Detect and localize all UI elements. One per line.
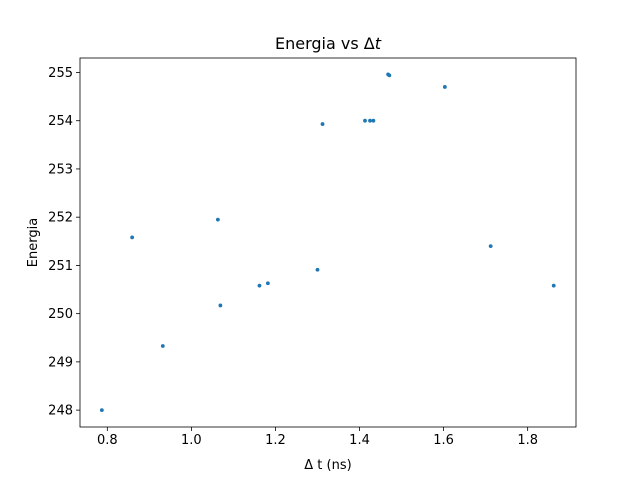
data-point-11 [371, 118, 376, 123]
data-point-0 [99, 408, 104, 413]
y-tick-label-1: 249 [48, 355, 73, 370]
x-tick-label-0: 0.8 [97, 433, 118, 448]
y-tick-label-3: 251 [48, 259, 73, 274]
data-point-10 [368, 118, 372, 123]
data-point-13 [387, 73, 392, 78]
x-tick-label-3: 1.4 [349, 433, 370, 448]
y-axis: 248 249 250 251 252 253 254 255 [48, 66, 80, 419]
data-point-14 [442, 85, 447, 89]
chart-title-prefix: Energia vs Δ [275, 34, 375, 53]
data-point-5 [257, 283, 262, 288]
data-point-8 [320, 122, 325, 126]
data-point-3 [215, 217, 220, 222]
data-points [99, 72, 556, 413]
x-tick-label-4: 1.6 [433, 433, 454, 448]
y-tick-label-2: 250 [48, 307, 73, 322]
x-tick-label-2: 1.2 [265, 433, 286, 448]
x-tick-label-5: 1.8 [517, 433, 538, 448]
data-point-4 [218, 303, 223, 308]
y-tick-label-0: 248 [48, 404, 73, 419]
y-axis-label: Energia [26, 218, 41, 267]
data-point-9 [363, 118, 367, 123]
x-tick-label-1: 1.0 [181, 433, 202, 448]
data-point-6 [265, 281, 270, 286]
data-point-15 [488, 244, 493, 249]
plot-area [80, 58, 576, 427]
y-tick-label-6: 254 [48, 114, 73, 129]
plot-frame [79, 57, 577, 428]
chart-title-italic: t [375, 34, 382, 53]
data-point-2 [160, 344, 165, 348]
data-point-1 [130, 235, 135, 240]
x-axis: 0.8 1.0 1.2 1.4 1.6 1.8 [97, 427, 538, 448]
data-point-16 [551, 283, 556, 288]
chart-title: Energia vs Δt [275, 34, 382, 53]
y-tick-label-5: 253 [48, 162, 73, 177]
y-tick-label-4: 252 [48, 211, 73, 226]
y-tick-label-7: 255 [48, 66, 73, 81]
x-axis-label: Δ t (ns) [304, 458, 351, 473]
data-point-7 [315, 267, 320, 272]
